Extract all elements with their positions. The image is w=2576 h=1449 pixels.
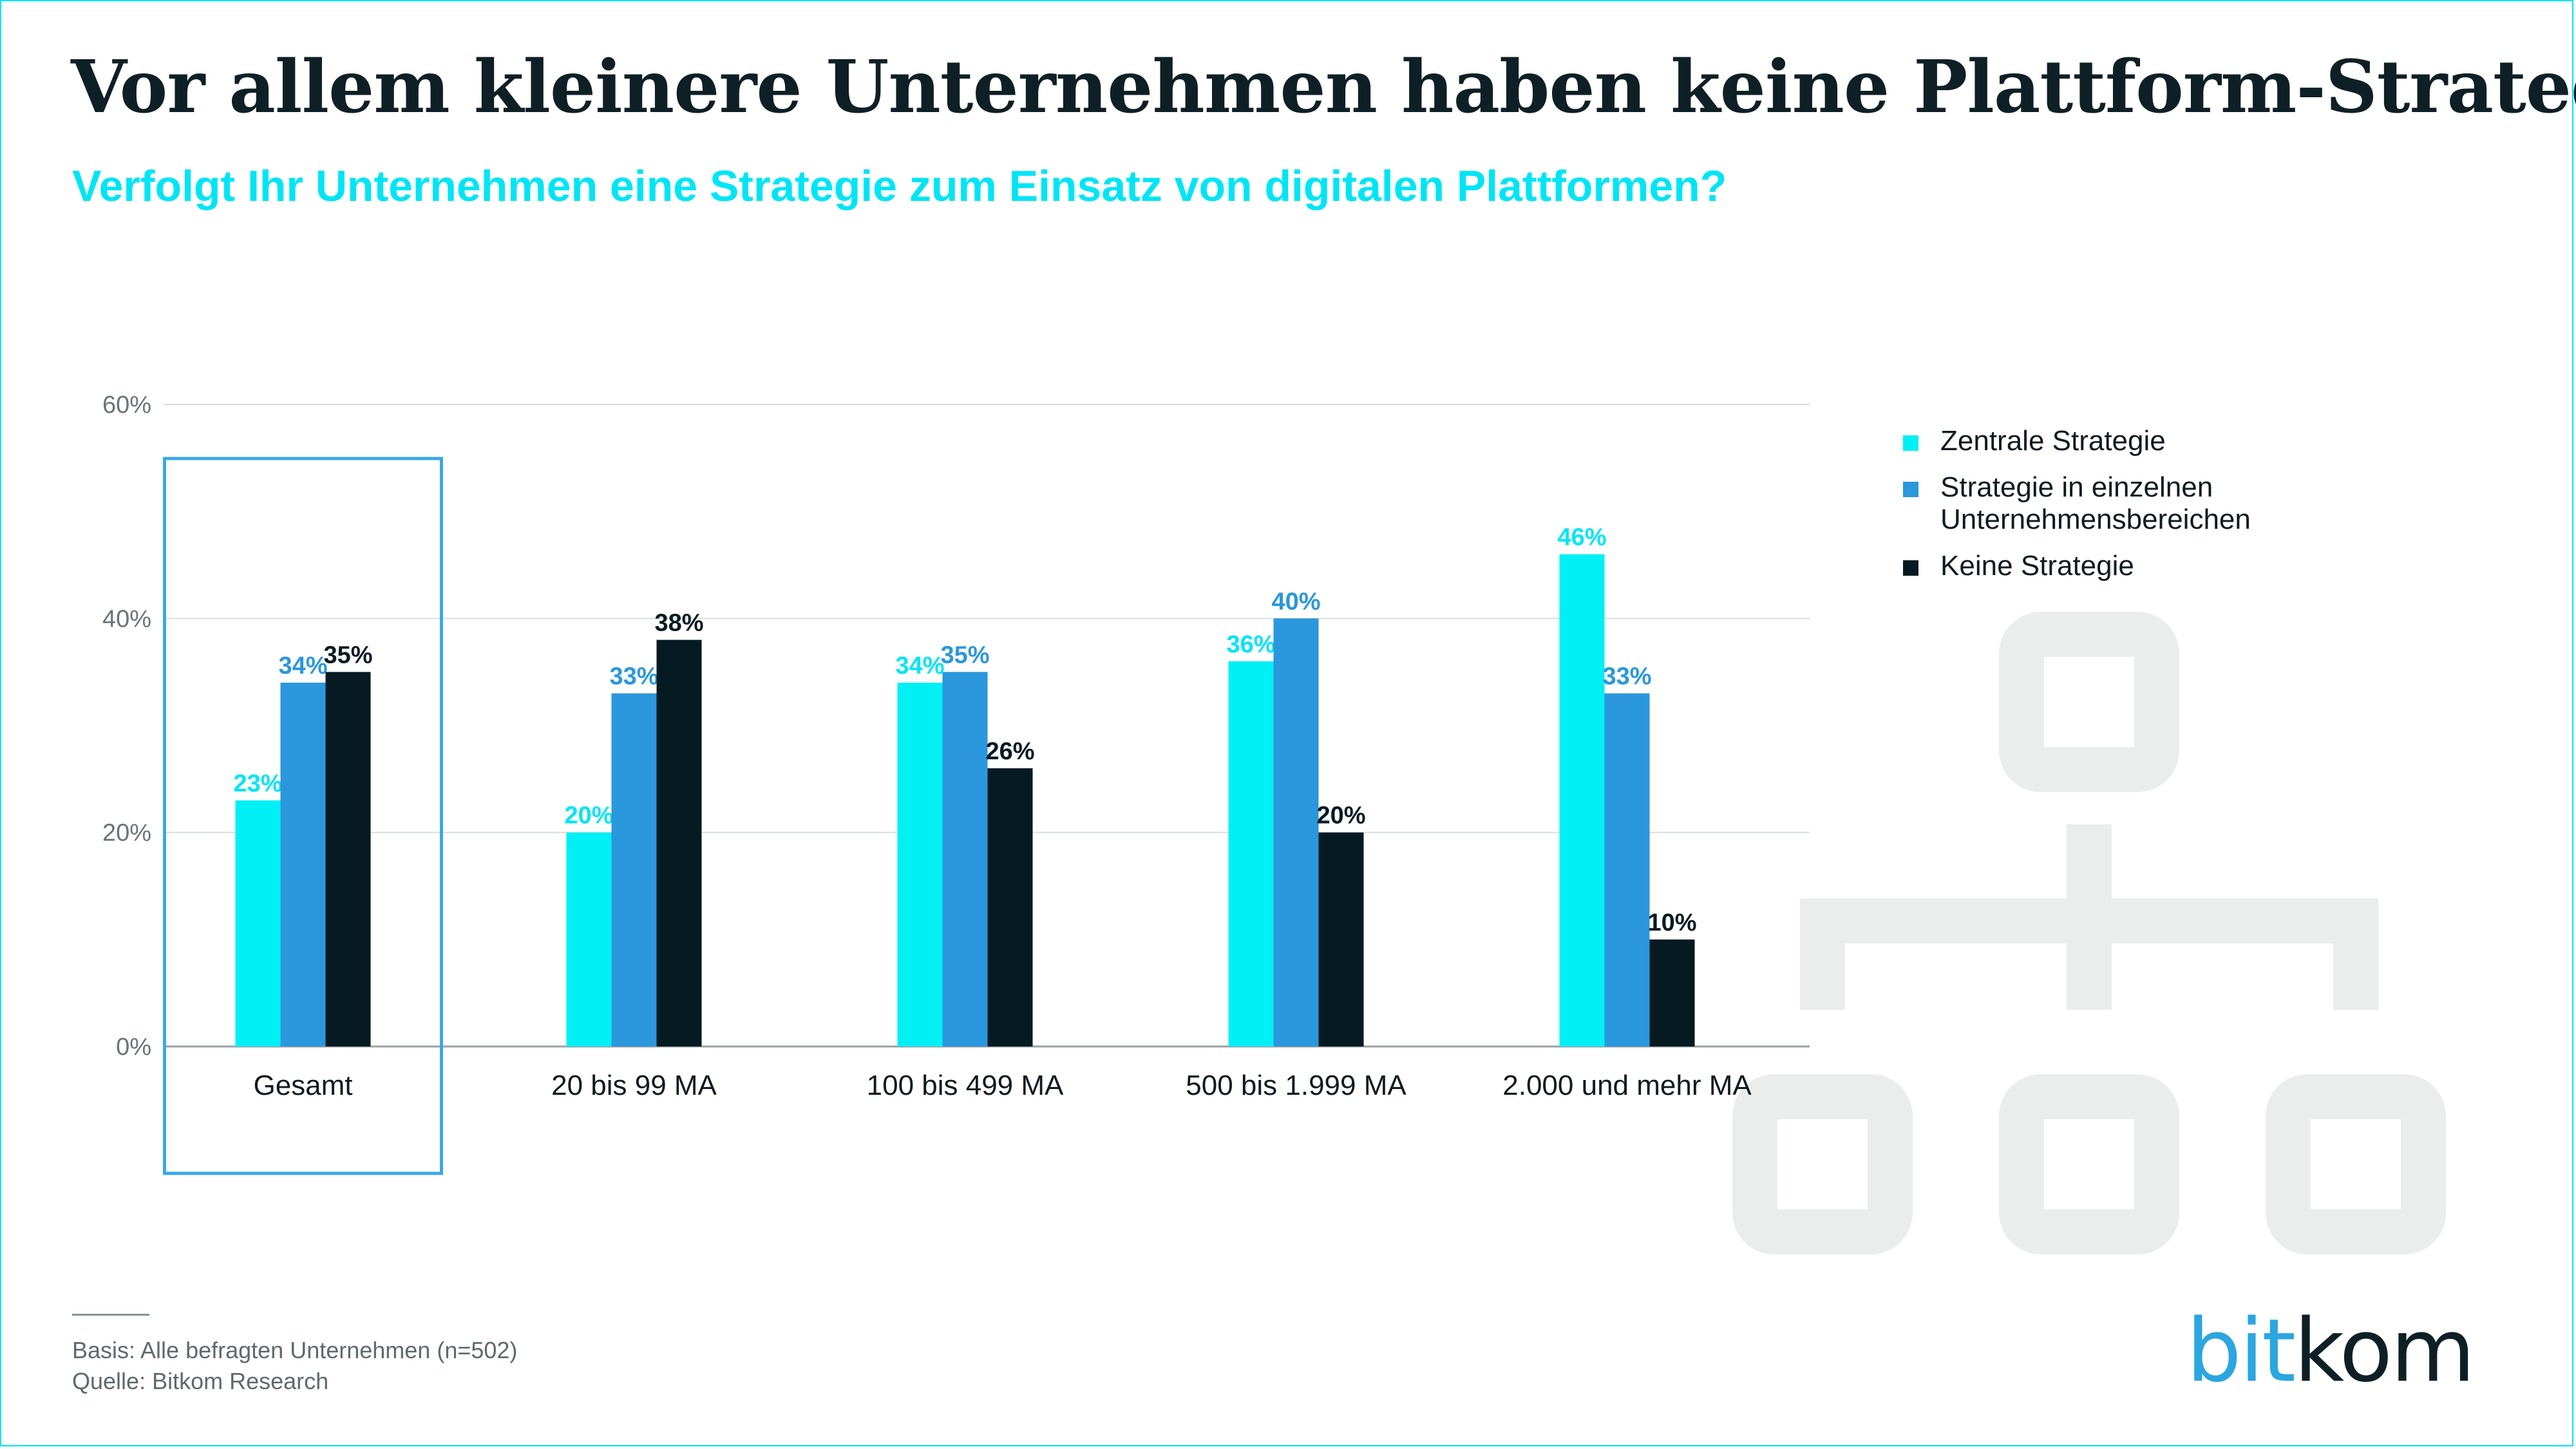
bar-gesamt-keine-strategie <box>325 672 371 1046</box>
category-label: 2.000 und mehr MA <box>1502 1070 1752 1101</box>
y-tick-label: 40% <box>102 605 151 632</box>
bar-100-bis-499-ma-strategie-in-einzelnen-unternehmensbereichen <box>942 672 988 1046</box>
bar-100-bis-499-ma-keine-strategie <box>987 768 1033 1046</box>
bar-500-bis-1-999-ma-zentrale-strategie <box>1228 661 1274 1046</box>
bar-2-000-und-mehr-ma-zentrale-strategie <box>1559 554 1605 1046</box>
data-label: 35% <box>323 641 372 668</box>
data-label: 34% <box>278 652 327 679</box>
highlight-box <box>163 457 443 1175</box>
logo-part-kom: kom <box>2294 1300 2475 1401</box>
legend-item-strategie-einzelne-bereiche: Strategie in einzelnen Unternehmensberei… <box>1903 471 2354 536</box>
footer-basis: Basis: Alle befragten Unternehmen (n=502… <box>72 1337 518 1363</box>
data-label: 34% <box>895 652 944 679</box>
bar-20-bis-99-ma-strategie-in-einzelnen-unternehmensbereichen <box>611 693 657 1046</box>
bar-2-000-und-mehr-ma-strategie-in-einzelnen-unternehmensbereichen <box>1604 693 1650 1046</box>
data-label: 20% <box>564 802 613 829</box>
footer: Basis: Alle befragten Unternehmen (n=502… <box>72 1314 517 1397</box>
category-label: 500 bis 1.999 MA <box>1186 1070 1406 1101</box>
bar-500-bis-1-999-ma-strategie-in-einzelnen-unternehmensbereichen <box>1273 618 1319 1046</box>
footer-divider <box>72 1314 149 1316</box>
data-label: 33% <box>1602 663 1651 690</box>
data-label: 46% <box>1557 524 1606 551</box>
bar-gesamt-zentrale-strategie <box>235 800 281 1046</box>
data-label: 33% <box>609 663 658 690</box>
legend-label: Keine Strategie <box>1940 550 2134 582</box>
network-hierarchy-icon <box>1732 612 2446 1255</box>
legend-item-zentrale-strategie: Zentrale Strategie <box>1903 425 2354 457</box>
category-label: Gesamt <box>253 1070 352 1101</box>
chart-legend: Zentrale Strategie Strategie in einzelne… <box>1903 425 2354 596</box>
legend-label: Zentrale Strategie <box>1940 425 2166 457</box>
bitkom-logo: bitkom <box>2186 1307 2476 1394</box>
data-label: 40% <box>1271 588 1320 615</box>
chart-subtitle: Verfolgt Ihr Unternehmen eine Strategie … <box>72 162 1727 211</box>
legend-item-keine-strategie: Keine Strategie <box>1903 550 2354 582</box>
data-label: 20% <box>1316 802 1365 829</box>
bar-500-bis-1-999-ma-keine-strategie <box>1318 832 1364 1046</box>
y-tick-label: 20% <box>102 820 151 847</box>
bar-gesamt-strategie-in-einzelnen-unternehmensbereichen <box>280 683 326 1046</box>
bar-100-bis-499-ma-zentrale-strategie <box>897 683 943 1046</box>
bar-20-bis-99-ma-zentrale-strategie <box>566 832 612 1046</box>
data-label: 26% <box>985 738 1034 765</box>
category-label: 100 bis 499 MA <box>867 1070 1064 1101</box>
category-label: 20 bis 99 MA <box>551 1070 717 1101</box>
data-label: 23% <box>233 770 282 797</box>
chart-title: Vor allem kleinere Unternehmen haben kei… <box>71 45 2576 129</box>
logo-part-bit: bit <box>2186 1300 2296 1401</box>
y-tick-label: 0% <box>116 1034 151 1061</box>
legend-label: Strategie in einzelnen Unternehmensberei… <box>1940 471 2251 535</box>
data-label: 35% <box>940 641 989 668</box>
bar-2-000-und-mehr-ma-keine-strategie <box>1649 939 1695 1046</box>
bar-20-bis-99-ma-keine-strategie <box>656 639 702 1046</box>
legend-swatch-zentrale <box>1903 435 1918 451</box>
legend-swatch-keine <box>1903 560 1918 576</box>
y-tick-label: 60% <box>102 392 151 419</box>
data-label: 10% <box>1647 909 1696 936</box>
legend-swatch-einzelne <box>1903 482 1918 497</box>
data-label: 36% <box>1226 631 1275 658</box>
data-label: 38% <box>654 610 703 637</box>
footer-source: Quelle: Bitkom Research <box>72 1368 329 1394</box>
